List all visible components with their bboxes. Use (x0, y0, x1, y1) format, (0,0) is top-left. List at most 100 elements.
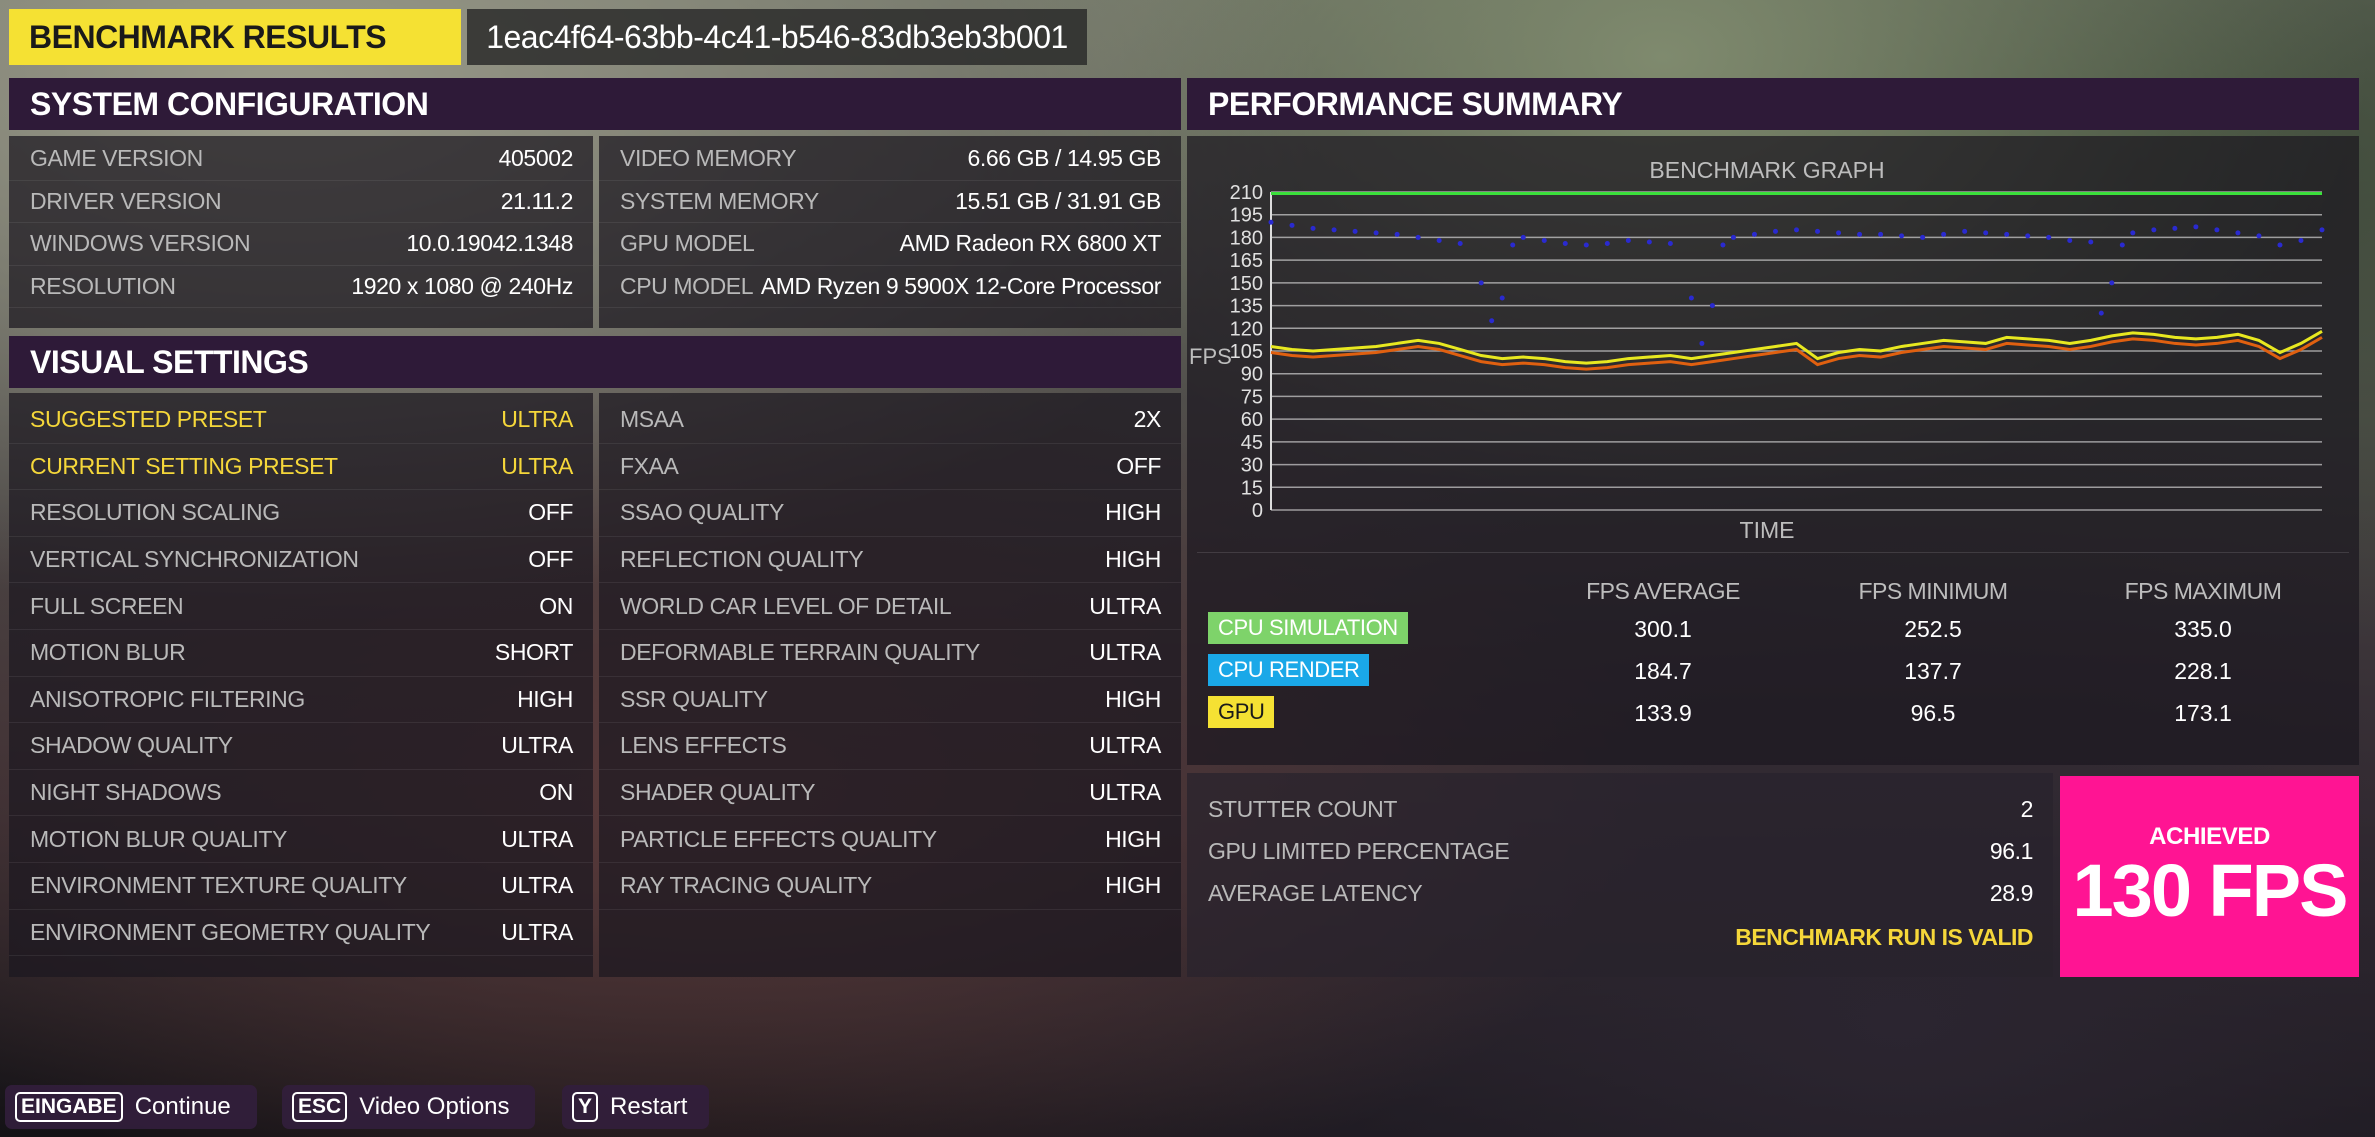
graph-point (1878, 231, 1884, 237)
graph-point (2319, 227, 2325, 233)
setting-value: ON (539, 779, 573, 806)
continue-button[interactable]: EINGABE Continue (5, 1085, 257, 1129)
graph-point (1941, 231, 1947, 237)
graph-point (2119, 242, 2125, 248)
fps-value: 137.7 (1904, 658, 1962, 684)
setting-row: WINDOWS VERSION 10.0.19042.1348 (9, 223, 593, 266)
stats-panel (1187, 773, 2053, 977)
graph-point (1625, 237, 1631, 243)
setting-label: PARTICLE EFFECTS QUALITY (620, 825, 937, 852)
setting-label: NIGHT SHADOWS (30, 779, 222, 806)
setting-label: GPU MODEL (620, 230, 755, 257)
setting-row: RESOLUTION 1920 x 1080 @ 240Hz (9, 266, 593, 308)
graph-series-line (1270, 330, 2323, 365)
graph-point (2098, 310, 2104, 316)
setting-label: WINDOWS VERSION (30, 230, 251, 257)
graph-point (1962, 228, 1968, 234)
setting-row: ANISOTROPIC FILTERING HIGH (9, 677, 593, 724)
graph-point (1478, 280, 1484, 286)
setting-value: OFF (528, 546, 573, 573)
setting-value: ULTRA (1089, 779, 1161, 806)
setting-row: MOTION BLUR QUALITY ULTRA (9, 816, 593, 863)
graph-point (2235, 230, 2241, 236)
setting-label: ANISOTROPIC FILTERING (30, 685, 305, 712)
graph-point (1646, 239, 1652, 245)
graph-point (2046, 234, 2052, 240)
setting-value: 405002 (498, 145, 574, 172)
graph-point (1415, 234, 1421, 240)
graph-point (1499, 295, 1505, 301)
setting-row: DRIVER VERSION 21.11.2 (9, 181, 593, 223)
visual-settings-left-panel: SUGGESTED PRESET ULTRA CURRENT SETTING PRE… (9, 393, 593, 977)
graph-point (2151, 227, 2157, 233)
fps-value: 252.5 (1904, 616, 1962, 642)
graph-y-tick: 0 (1252, 500, 1263, 522)
graph-point (1436, 237, 1442, 243)
setting-row: PARTICLE EFFECTS QUALITY HIGH (599, 816, 1181, 863)
graph-y-tick: 105 (1230, 341, 1263, 363)
video-options-button[interactable]: ESC Video Options (282, 1085, 535, 1129)
setting-label: SHADOW QUALITY (30, 732, 233, 759)
fps-column-header: FPS MINIMUM (1858, 578, 2008, 604)
setting-row: SYSTEM MEMORY 15.51 GB / 31.91 GB (599, 181, 1181, 223)
graph-point (1709, 303, 1715, 309)
video-options-label: Video Options (359, 1093, 510, 1120)
setting-row: NIGHT SHADOWS ON (9, 770, 593, 817)
stat-label: AVERAGE LATENCY (1208, 879, 1423, 906)
setting-value: AMD Radeon RX 6800 XT (899, 230, 1162, 257)
graph-point (1510, 242, 1516, 248)
graph-point (2130, 230, 2136, 236)
fps-value: 133.9 (1634, 700, 1692, 726)
visual-settings-right-panel: MSAA 2X FXAA OFF SSAO QUALITY HIGH REFLECTION … (599, 393, 1181, 977)
graph-point (1815, 228, 1821, 234)
graph-point (1699, 340, 1705, 346)
setting-value: HIGH (1105, 872, 1161, 899)
performance-panel (1187, 136, 2359, 765)
graph-point (2088, 239, 2094, 245)
system-config-right-panel: VIDEO MEMORY 6.66 GB / 14.95 GB SYSTEM MEM… (599, 136, 1181, 328)
setting-row: RAY TRACING QUALITY HIGH (599, 863, 1181, 910)
setting-label: ENVIRONMENT GEOMETRY QUALITY (30, 918, 431, 945)
fps-value: 300.1 (1634, 616, 1692, 642)
setting-row: MSAA 2X (599, 397, 1181, 444)
setting-row: SUGGESTED PRESET ULTRA (9, 397, 593, 444)
setting-label: SSAO QUALITY (620, 499, 784, 526)
setting-value: ULTRA (501, 732, 573, 759)
setting-value: 15.51 GB / 31.91 GB (955, 187, 1161, 214)
setting-label: GAME VERSION (30, 145, 203, 172)
graph-point (1457, 240, 1463, 246)
fps-value: 228.1 (2174, 658, 2232, 684)
graph-point (2256, 233, 2262, 239)
restart-button[interactable]: Y Restart (562, 1085, 709, 1129)
fps-row-label: CPU RENDER (1208, 654, 1370, 686)
graph-point (2004, 231, 2010, 237)
graph-point (2214, 227, 2220, 233)
graph-point (1489, 318, 1495, 324)
setting-value: SHORT (494, 639, 573, 666)
graph-y-tick: 195 (1230, 205, 1263, 227)
setting-value: HIGH (1105, 685, 1161, 712)
setting-value: HIGH (1105, 546, 1161, 573)
stat-value: 96.1 (1989, 837, 2034, 864)
setting-label: MOTION BLUR (30, 639, 186, 666)
fps-row-label: CPU SIMULATION (1208, 612, 1408, 644)
setting-value: 1920 x 1080 @ 240Hz (351, 272, 573, 299)
fps-row-label: GPU (1208, 696, 1275, 728)
setting-label: CURRENT SETTING PRESET (30, 452, 338, 479)
setting-value: 6.66 GB / 14.95 GB (967, 145, 1161, 172)
setting-row: CURRENT SETTING PRESET ULTRA (9, 444, 593, 491)
setting-label: SSR QUALITY (620, 685, 768, 712)
system-config-left-panel: GAME VERSION 405002 DRIVER VERSION 21.11.2 W… (9, 136, 593, 328)
setting-value: HIGH (1105, 825, 1161, 852)
setting-value: ULTRA (1089, 732, 1161, 759)
graph-y-tick: 165 (1230, 250, 1263, 272)
graph-y-tick: 45 (1241, 432, 1263, 454)
setting-label: MSAA (620, 406, 684, 433)
setting-row: SHADOW QUALITY ULTRA (9, 723, 593, 770)
setting-value: ULTRA (501, 825, 573, 852)
graph-point (2109, 280, 2115, 286)
setting-value: HIGH (517, 685, 573, 712)
setting-row: SSR QUALITY HIGH (599, 677, 1181, 724)
graph-point (2067, 237, 2073, 243)
graph-y-tick: 135 (1230, 296, 1263, 318)
